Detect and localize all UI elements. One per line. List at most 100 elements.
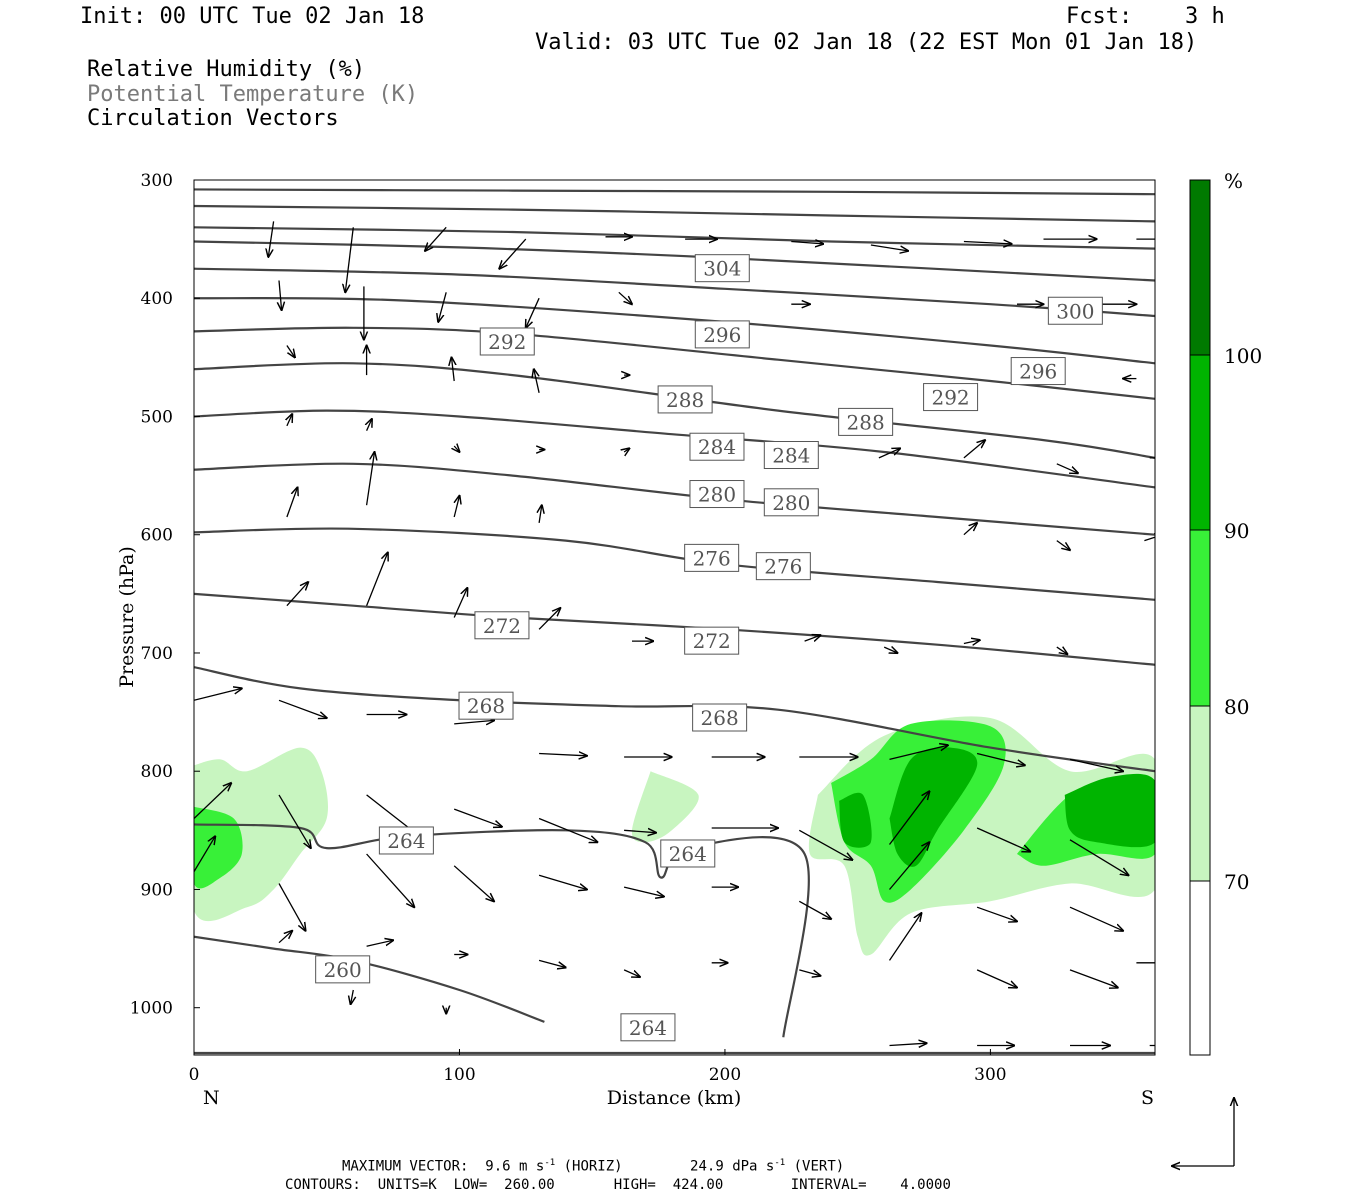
wind-vector [539,754,587,756]
isentrope-label-text: 284 [698,435,736,459]
y-tick-label: 800 [141,762,173,782]
forecast-label: Fcst: [1066,4,1133,29]
wind-vector [888,913,922,961]
isentrope-label-text: 280 [772,491,810,515]
isentrope-label-text: 292 [931,386,969,410]
wind-vector [499,238,527,269]
wind-vector [963,640,980,644]
wind-vector [194,836,215,873]
isentrope-312-1 [194,204,1155,223]
wind-vector [624,448,629,452]
vector-layer [194,221,1155,1045]
wind-vector [1069,758,1123,771]
isentrope-label-text: 288 [666,388,704,412]
wind-vector [889,1043,927,1045]
isentrope-292-6 [194,326,1155,400]
wind-vector [425,226,447,251]
wind-vector [365,553,388,606]
wind-vector [286,487,298,518]
isentrope-label-text: 260 [324,958,362,982]
wind-vector [623,886,664,897]
y-tick-label: 700 [141,644,173,664]
y-tick-label: 500 [141,407,173,427]
rh-region-80-90-3 [194,806,243,889]
wind-vector [279,280,282,311]
isentrope-308-2 [194,226,1155,250]
isentrope-label-text: 276 [693,546,731,570]
isentrope-284-8 [194,409,1155,489]
isentrope-label: 272 [474,611,530,640]
y-tick-label: 300 [141,171,173,191]
wind-vector [453,865,494,902]
wind-vector [278,699,327,718]
x-tick-label: 200 [709,1065,741,1085]
max-vector-label: MAXIMUM VECTOR: [342,1158,469,1175]
rh-region-90-100-7 [889,747,978,867]
colorbar-unit: % [1224,169,1243,193]
forecast-hour: 3 h [1185,4,1225,29]
isentrope-label: 304 [694,254,750,283]
wind-vector [351,989,354,1004]
isentrope-label: 292 [479,327,535,356]
isentrope-264-13 [194,823,810,1038]
isentrope-label-text: 296 [1019,360,1057,384]
init-time: Init: 00 UTC Tue 02 Jan 18 [80,4,425,29]
colorbar-label: 100 [1224,344,1262,368]
wind-vector [365,452,375,506]
horiz-unit: (HORIZ) [563,1158,623,1175]
wind-vector [798,900,831,919]
isentrope-label-text: 292 [488,330,526,354]
isentrope-label: 280 [763,488,819,517]
isentrope-276-10 [194,527,1155,601]
isentrope-272-11 [194,592,1155,666]
y-axis-title: Pressure (hPa) [116,546,138,688]
wind-vector [454,496,459,518]
reference-vector-icon [1172,1098,1234,1166]
isentrope-label-text: 300 [1056,299,1094,323]
wind-vector [194,783,231,819]
wind-vector [798,829,852,860]
x-axis-title: Distance (km) [607,1087,742,1109]
isentrope-label-text: 264 [387,829,425,853]
horiz-value: 9.6 m s [485,1158,545,1175]
isentrope-296-5 [194,296,1155,365]
contours-line: CONTOURS: UNITS=K LOW= 260.00 HIGH= 424.… [285,1177,951,1193]
plot-frame [193,179,1156,1056]
wind-vector [345,227,354,292]
isentrope-268-12 [194,666,1155,773]
wind-vector [889,745,948,761]
wind-vector [889,842,930,890]
wind-vector [624,830,656,832]
isentrope-label: 276 [755,552,811,581]
colorbar-label: 70 [1224,870,1249,894]
wind-vector [1069,906,1123,931]
max-vector-line: MAXIMUM VECTOR: 9.6 m s-1 (HORIZ) 24.9 d… [342,1159,844,1174]
rh-region-90-100-6 [839,792,872,848]
isentrope-288-7 [194,362,1155,459]
colorbar-label: 80 [1224,695,1249,719]
wind-vector [454,446,459,452]
isentrope-label-text: 272 [483,614,521,638]
isentrope-label: 260 [315,955,371,984]
wind-vector [1056,463,1078,473]
isentrope-label-text: 280 [698,483,736,507]
isentrope-label-text: 288 [847,410,885,434]
wind-vector [623,969,640,977]
wind-vector [194,688,242,701]
wind-vector [438,292,447,322]
isentrope-label: 264 [660,839,716,868]
wind-vector [453,808,502,827]
isentrope-label: 296 [1010,357,1066,386]
colorbar: 70 80 90 100% [1189,169,1262,1056]
isentrope-label: 280 [689,480,745,509]
wind-vector [878,448,900,459]
isentrope-label: 292 [923,383,979,412]
y-tick-label: 900 [141,880,173,900]
wind-vector [976,827,1030,852]
south-label: S [1141,1087,1154,1109]
wind-vector [888,791,930,845]
rh-region-70-80-1 [631,771,699,843]
isentrope-label: 268 [458,691,514,720]
wind-vector [534,369,539,393]
field-vectors: Circulation Vectors [87,106,339,131]
